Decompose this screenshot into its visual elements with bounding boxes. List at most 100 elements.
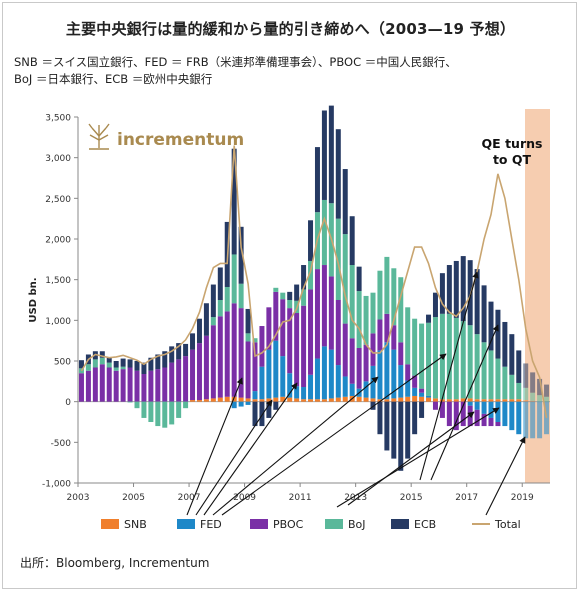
bar-ecb — [155, 354, 161, 370]
bar-snb — [210, 398, 216, 402]
bar-snb — [342, 396, 348, 402]
bar-fed — [537, 401, 543, 439]
bar-boj — [92, 359, 98, 368]
bar-ecb — [391, 401, 397, 459]
x-tick-label: 2019 — [511, 493, 534, 503]
bar-snb — [432, 398, 438, 402]
bar-ecb — [426, 314, 432, 323]
bar-fed — [488, 401, 494, 418]
bar-boj — [301, 289, 307, 306]
bar-snb — [217, 397, 223, 402]
y-tick-label: 0 — [65, 398, 71, 408]
bar-boj — [502, 366, 508, 400]
bar-ecb — [113, 361, 119, 368]
bar-pboc — [196, 343, 202, 401]
bar-pboc — [446, 401, 452, 427]
legend-label-fed: FED — [200, 518, 222, 531]
bar-ecb — [266, 401, 272, 418]
bar-pboc — [134, 370, 140, 402]
bar-snb — [252, 399, 258, 402]
bar-pboc — [127, 367, 133, 402]
bar-boj — [426, 322, 432, 396]
bar-snb — [314, 399, 320, 402]
legend-swatch-ecb — [391, 519, 409, 529]
bar-fed — [308, 374, 314, 400]
bar-snb — [481, 399, 487, 402]
x-tick-label: 2003 — [67, 493, 90, 503]
bar-boj — [273, 287, 279, 292]
bar-pboc — [120, 369, 126, 402]
annotation-arrow — [336, 407, 500, 508]
bar-boj — [127, 401, 133, 403]
logo-branch — [88, 123, 93, 129]
bar-snb — [405, 396, 411, 402]
bar-pboc — [370, 333, 376, 366]
bar-pboc — [308, 289, 314, 375]
bar-snb — [335, 397, 341, 402]
bar-ecb — [259, 401, 265, 427]
bar-ecb — [516, 350, 522, 383]
bar-pboc — [162, 367, 168, 402]
bar-pboc — [481, 413, 487, 427]
bar-boj — [453, 317, 459, 400]
y-tick-label: 3,500 — [45, 114, 71, 124]
bar-ecb — [342, 169, 348, 235]
bar-fed — [509, 401, 515, 431]
bar-ecb — [377, 401, 383, 435]
bar-ecb — [467, 260, 473, 326]
bar-ecb — [127, 359, 133, 368]
bar-boj — [391, 268, 397, 326]
bar-snb — [245, 398, 251, 402]
annotation-arrow — [419, 271, 479, 481]
logo-branch — [91, 127, 100, 137]
bar-snb — [474, 399, 480, 402]
bar-ecb — [537, 378, 543, 396]
bar-snb — [190, 400, 196, 402]
bar-fed — [314, 358, 320, 400]
bar-snb — [287, 397, 293, 402]
logo-branch — [98, 134, 109, 141]
legend-label-pboc: PBOC — [273, 518, 304, 531]
bar-boj — [342, 234, 348, 324]
bar-ecb — [523, 363, 529, 388]
bar-ecb — [398, 401, 404, 471]
bar-ecb — [474, 269, 480, 335]
bar-boj — [210, 317, 216, 326]
bar-snb — [273, 397, 279, 402]
bar-pboc — [176, 359, 182, 402]
bar-boj — [252, 338, 258, 343]
annotation-text: QE turns — [482, 136, 543, 151]
bar-pboc — [412, 375, 418, 388]
bar-ecb — [405, 401, 411, 459]
bar-ecb — [245, 308, 251, 334]
bar-fed — [266, 349, 272, 399]
bar-snb — [460, 398, 466, 402]
bar-snb — [301, 399, 307, 402]
bar-boj — [245, 333, 251, 342]
bar-pboc — [287, 308, 293, 374]
bar-pboc — [231, 303, 237, 397]
bar-ecb — [294, 284, 300, 301]
bar-ecb — [321, 110, 327, 200]
bar-ecb — [502, 321, 508, 367]
bar-snb — [280, 396, 286, 402]
annotation-arrow — [186, 377, 243, 516]
bar-pboc — [99, 364, 105, 402]
bar-snb — [446, 399, 452, 402]
annotation-arrow — [203, 382, 298, 516]
bar-ecb — [453, 260, 459, 318]
bar-fed — [301, 387, 307, 400]
legend-swatch-snb — [101, 519, 119, 529]
bar-pboc — [488, 417, 494, 427]
bar-pboc — [419, 388, 425, 393]
bar-fed — [280, 356, 286, 397]
bar-pboc — [405, 364, 411, 381]
bar-fed — [287, 373, 293, 398]
bar-boj — [335, 218, 341, 300]
bar-pboc — [259, 326, 265, 367]
bar-ecb — [495, 309, 501, 359]
y-tick-label: -1,000 — [42, 480, 71, 490]
bar-boj — [412, 318, 418, 376]
bar-ecb — [148, 357, 154, 371]
annotation-arrow — [212, 376, 379, 516]
